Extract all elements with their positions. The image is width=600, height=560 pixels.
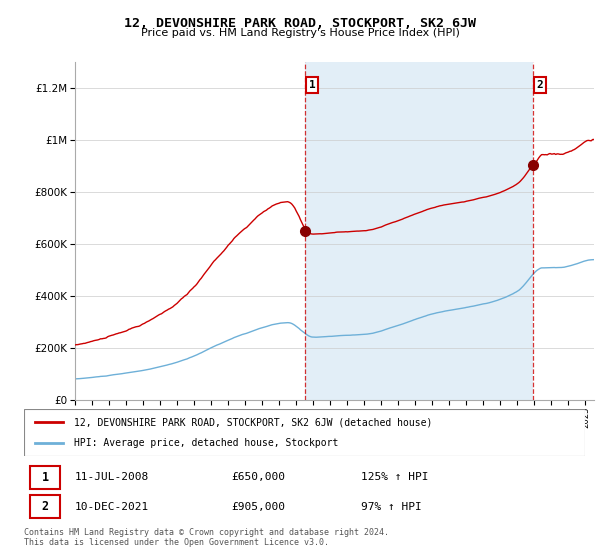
Text: 12, DEVONSHIRE PARK ROAD, STOCKPORT, SK2 6JW: 12, DEVONSHIRE PARK ROAD, STOCKPORT, SK2… <box>124 17 476 30</box>
Text: 97% ↑ HPI: 97% ↑ HPI <box>361 502 421 512</box>
Bar <box>29 495 61 519</box>
Text: 10-DEC-2021: 10-DEC-2021 <box>74 502 149 512</box>
Text: Price paid vs. HM Land Registry's House Price Index (HPI): Price paid vs. HM Land Registry's House … <box>140 28 460 38</box>
Text: 12, DEVONSHIRE PARK ROAD, STOCKPORT, SK2 6JW (detached house): 12, DEVONSHIRE PARK ROAD, STOCKPORT, SK2… <box>74 417 433 427</box>
Bar <box>305 62 533 400</box>
Text: £905,000: £905,000 <box>232 502 286 512</box>
Text: 125% ↑ HPI: 125% ↑ HPI <box>361 472 428 482</box>
Bar <box>29 466 61 489</box>
Text: HPI: Average price, detached house, Stockport: HPI: Average price, detached house, Stoc… <box>74 438 339 448</box>
Text: 1: 1 <box>41 471 49 484</box>
Text: £650,000: £650,000 <box>232 472 286 482</box>
Text: 11-JUL-2008: 11-JUL-2008 <box>74 472 149 482</box>
Text: 2: 2 <box>537 80 544 90</box>
Text: 1: 1 <box>308 80 316 90</box>
Text: 2: 2 <box>41 500 49 514</box>
Text: Contains HM Land Registry data © Crown copyright and database right 2024.
This d: Contains HM Land Registry data © Crown c… <box>24 528 389 547</box>
